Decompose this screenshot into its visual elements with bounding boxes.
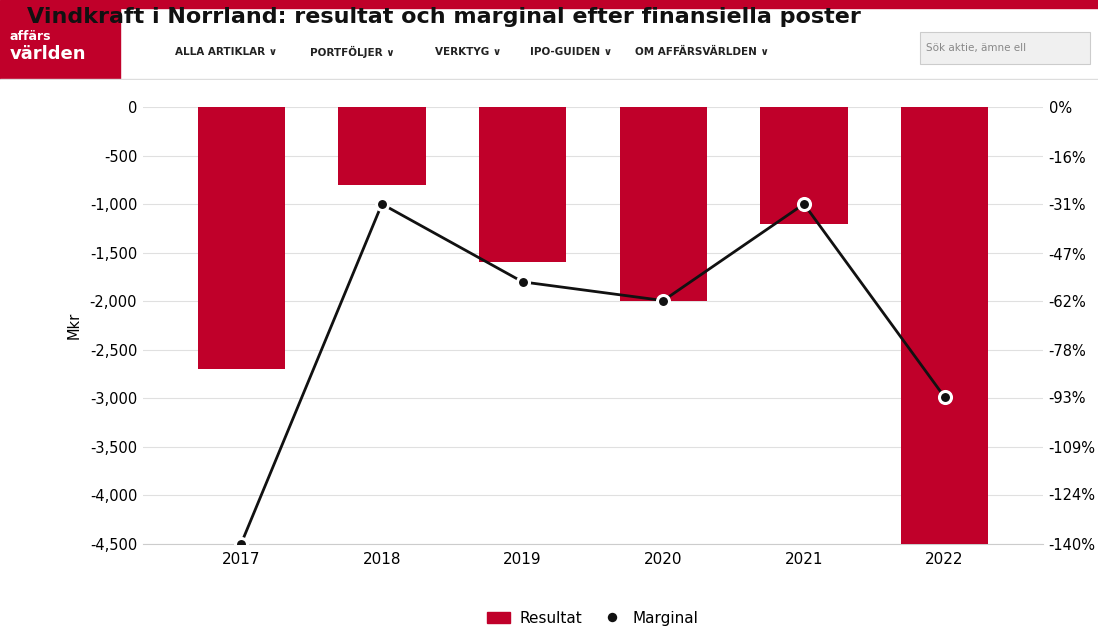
- Legend: Resultat, Marginal: Resultat, Marginal: [481, 605, 705, 632]
- Point: [654, 296, 672, 306]
- Bar: [901, 107, 988, 544]
- Bar: [0, 8, 120, 80]
- Text: IPO-GUIDEN ∨: IPO-GUIDEN ∨: [530, 47, 612, 57]
- Text: OM AFFÄRSVÄRLDEN ∨: OM AFFÄRSVÄRLDEN ∨: [635, 47, 769, 57]
- Bar: [0, 0, 1098, 8]
- Bar: [760, 107, 848, 224]
- Bar: [0, 79, 1098, 80]
- Bar: [479, 107, 567, 262]
- Bar: [920, 32, 1090, 64]
- Point: [795, 199, 813, 209]
- Text: Sök aktie, ämne ell: Sök aktie, ämne ell: [926, 43, 1027, 53]
- Bar: [338, 107, 426, 185]
- Bar: [619, 107, 707, 301]
- Point: [935, 392, 953, 402]
- Point: [373, 199, 391, 209]
- Text: världen: världen: [10, 45, 87, 63]
- Text: ALLA ARTIKLAR ∨: ALLA ARTIKLAR ∨: [175, 47, 277, 57]
- Text: PORTFÖLJER ∨: PORTFÖLJER ∨: [310, 46, 394, 58]
- Text: VERKTYG ∨: VERKTYG ∨: [435, 47, 502, 57]
- Text: Vindkraft i Norrland: resultat och marginal efter finansiella poster: Vindkraft i Norrland: resultat och margi…: [27, 7, 861, 27]
- Y-axis label: Mkr: Mkr: [66, 312, 81, 339]
- Bar: [198, 107, 284, 369]
- Text: affärs: affärs: [10, 30, 52, 43]
- Point: [514, 277, 531, 287]
- Point: [233, 538, 250, 549]
